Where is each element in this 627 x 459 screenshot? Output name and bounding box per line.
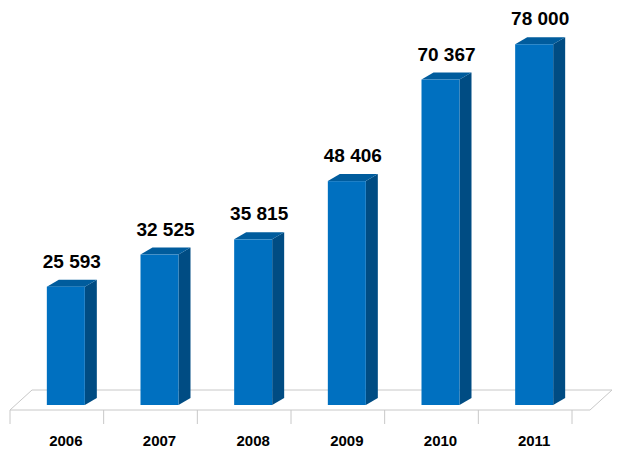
bar-top bbox=[141, 248, 191, 255]
bar-side bbox=[460, 73, 472, 405]
bar-top bbox=[47, 280, 97, 287]
bar-top bbox=[515, 37, 565, 44]
category-separator bbox=[291, 410, 292, 424]
bar bbox=[141, 255, 179, 405]
chart-svg: 25 593 2006 32 525 2007 35 815 2008 48 406 2009… bbox=[0, 0, 627, 459]
data-label: 70 367 bbox=[417, 44, 475, 65]
category-separator bbox=[478, 410, 479, 424]
chart-container: 25 593 2006 32 525 2007 35 815 2008 48 406 2009… bbox=[0, 0, 627, 459]
category-separator bbox=[103, 410, 104, 424]
category-separator bbox=[572, 410, 573, 424]
bar-top bbox=[234, 232, 284, 239]
x-tick-label: 2008 bbox=[236, 432, 269, 449]
data-label: 35 815 bbox=[230, 203, 289, 224]
bar bbox=[47, 287, 85, 405]
labels: 25 593 2006 32 525 2007 35 815 2008 48 406 2009… bbox=[43, 8, 569, 449]
data-label: 25 593 bbox=[43, 251, 101, 272]
data-label: 78 000 bbox=[511, 8, 569, 29]
bar bbox=[328, 181, 366, 405]
bar-top bbox=[422, 73, 472, 80]
bar-side bbox=[179, 248, 191, 405]
data-label: 32 525 bbox=[136, 219, 195, 240]
x-tick-label: 2009 bbox=[330, 432, 363, 449]
data-label: 48 406 bbox=[324, 145, 382, 166]
x-tick-label: 2007 bbox=[143, 432, 176, 449]
bars bbox=[47, 37, 565, 405]
bar bbox=[234, 239, 272, 405]
category-separator bbox=[384, 410, 385, 424]
bar-side bbox=[366, 174, 378, 405]
x-tick-label: 2011 bbox=[518, 432, 551, 449]
category-separator bbox=[10, 410, 11, 424]
x-tick-label: 2010 bbox=[424, 432, 457, 449]
bar bbox=[422, 80, 460, 405]
bar bbox=[515, 44, 553, 405]
bar-side bbox=[553, 37, 565, 405]
x-tick-label: 2006 bbox=[49, 432, 82, 449]
category-separator bbox=[197, 410, 198, 424]
bar-top bbox=[328, 174, 378, 181]
bar-side bbox=[85, 280, 97, 405]
bar-side bbox=[272, 232, 284, 405]
